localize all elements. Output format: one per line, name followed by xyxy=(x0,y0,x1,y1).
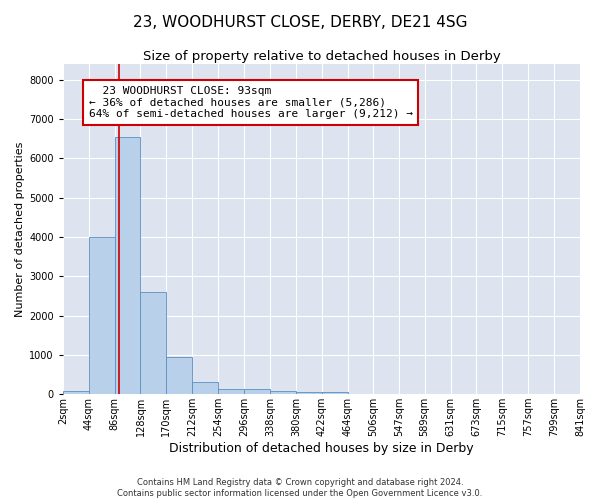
Bar xyxy=(63,391,89,394)
X-axis label: Distribution of detached houses by size in Derby: Distribution of detached houses by size … xyxy=(169,442,474,455)
Bar xyxy=(244,390,270,394)
Bar xyxy=(322,392,347,394)
Bar xyxy=(115,137,140,394)
Text: 23, WOODHURST CLOSE, DERBY, DE21 4SG: 23, WOODHURST CLOSE, DERBY, DE21 4SG xyxy=(133,15,467,30)
Bar xyxy=(89,237,115,394)
Bar xyxy=(296,392,322,394)
Bar xyxy=(218,389,244,394)
Bar xyxy=(166,357,192,394)
Title: Size of property relative to detached houses in Derby: Size of property relative to detached ho… xyxy=(143,50,500,63)
Bar xyxy=(270,391,296,394)
Text: Contains HM Land Registry data © Crown copyright and database right 2024.
Contai: Contains HM Land Registry data © Crown c… xyxy=(118,478,482,498)
Text: 23 WOODHURST CLOSE: 93sqm
← 36% of detached houses are smaller (5,286)
64% of se: 23 WOODHURST CLOSE: 93sqm ← 36% of detac… xyxy=(89,86,413,119)
Bar xyxy=(192,382,218,394)
Y-axis label: Number of detached properties: Number of detached properties xyxy=(15,142,25,317)
Bar xyxy=(140,292,166,394)
